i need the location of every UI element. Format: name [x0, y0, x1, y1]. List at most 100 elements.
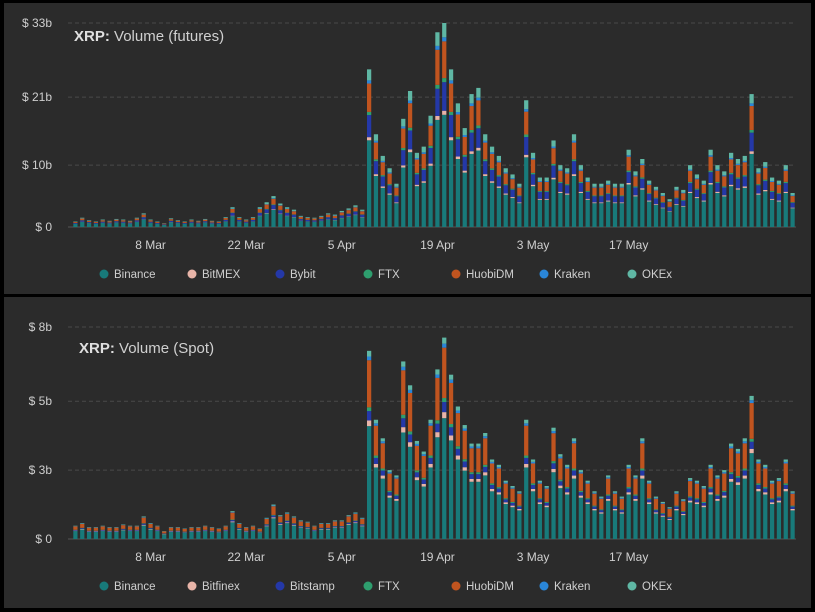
bar-segment-bitstamp[interactable]: [121, 529, 126, 530]
bar-segment-ftx[interactable]: [373, 159, 379, 162]
bar-segment-bitstamp[interactable]: [196, 530, 201, 532]
bar-segment-binance[interactable]: [80, 221, 85, 227]
bar-segment-huobidm[interactable]: [530, 463, 536, 484]
bar-segment-bybit[interactable]: [203, 221, 208, 223]
bar-segment-huobidm[interactable]: [346, 210, 351, 214]
bar-segment-kraken[interactable]: [606, 477, 611, 479]
bar-segment-okex[interactable]: [353, 512, 358, 514]
bar-segment-ftx[interactable]: [585, 498, 590, 500]
bar-segment-binance[interactable]: [606, 500, 611, 539]
bar-segment-kraken[interactable]: [688, 479, 693, 482]
bar-segment-binance[interactable]: [571, 478, 577, 539]
bar-segment-bitstamp[interactable]: [394, 495, 399, 499]
bar-segment-huobidm[interactable]: [517, 493, 522, 506]
bar-segment-binance[interactable]: [517, 510, 522, 539]
bar-segment-bitstamp[interactable]: [271, 515, 276, 518]
bar-segment-huobidm[interactable]: [428, 125, 433, 146]
bar-segment-ftx[interactable]: [769, 190, 775, 192]
bar-segment-huobidm[interactable]: [524, 111, 529, 135]
bar-segment-binance[interactable]: [769, 199, 775, 227]
bar-segment-binance[interactable]: [653, 513, 659, 539]
bar-segment-okex[interactable]: [367, 350, 372, 357]
bar-segment-okex[interactable]: [524, 100, 529, 110]
bar-segment-binance[interactable]: [209, 223, 215, 227]
bar-segment-binance[interactable]: [790, 208, 795, 227]
bar-segment-bybit[interactable]: [769, 191, 775, 199]
bar-segment-binance[interactable]: [722, 497, 727, 539]
bar-segment-bybit[interactable]: [783, 183, 788, 192]
bar-segment-okex[interactable]: [387, 168, 392, 173]
bar-segment-ftx[interactable]: [524, 455, 529, 458]
bar-segment-bitstamp[interactable]: [694, 499, 700, 503]
bar-segment-okex[interactable]: [592, 491, 597, 493]
bar-segment-bitfinex[interactable]: [681, 513, 686, 516]
bar-segment-kraken[interactable]: [783, 169, 788, 171]
bar-segment-binance[interactable]: [681, 206, 686, 227]
bar-segment-okex[interactable]: [674, 186, 679, 190]
bar-segment-okex[interactable]: [749, 395, 754, 401]
bar-segment-ftx[interactable]: [674, 197, 679, 199]
bar-segment-kraken[interactable]: [442, 37, 447, 42]
bar-segment-ftx[interactable]: [749, 129, 754, 133]
bar-segment-bybit[interactable]: [114, 221, 119, 223]
bar-segment-kraken[interactable]: [647, 183, 652, 185]
bar-segment-okex[interactable]: [551, 427, 556, 432]
bar-segment-ftx[interactable]: [688, 496, 693, 498]
bar-segment-okex[interactable]: [80, 217, 85, 219]
bar-segment-ftx[interactable]: [271, 514, 276, 516]
bar-segment-bitfinex[interactable]: [346, 523, 351, 525]
bar-segment-bitmex[interactable]: [503, 193, 508, 195]
bar-segment-kraken[interactable]: [660, 503, 665, 504]
bar-segment-binance[interactable]: [688, 502, 693, 539]
bar-segment-bitstamp[interactable]: [100, 529, 105, 531]
bar-segment-binance[interactable]: [476, 481, 481, 539]
bar-segment-huobidm[interactable]: [544, 488, 549, 502]
bar-segment-okex[interactable]: [763, 464, 768, 468]
bar-segment-bitmex[interactable]: [769, 198, 775, 200]
bar-segment-binance[interactable]: [250, 221, 256, 227]
bar-segment-bybit[interactable]: [530, 174, 536, 185]
bar-segment-binance[interactable]: [776, 201, 782, 228]
bar-segment-ftx[interactable]: [421, 168, 426, 170]
bar-segment-huobidm[interactable]: [742, 443, 747, 469]
bar-segment-binance[interactable]: [619, 203, 624, 227]
bar-segment-binance[interactable]: [537, 199, 542, 227]
bar-segment-binance[interactable]: [346, 524, 351, 539]
bar-segment-bitmex[interactable]: [735, 188, 741, 190]
bar-segment-huobidm[interactable]: [735, 165, 741, 178]
bar-segment-okex[interactable]: [653, 186, 659, 190]
bar-segment-okex[interactable]: [332, 520, 338, 522]
bar-segment-huobidm[interactable]: [681, 193, 686, 200]
bar-segment-ftx[interactable]: [626, 170, 631, 173]
bar-segment-huobidm[interactable]: [394, 187, 399, 196]
bar-segment-huobidm[interactable]: [462, 136, 467, 155]
bar-segment-ftx[interactable]: [592, 195, 597, 197]
bar-segment-okex[interactable]: [606, 475, 611, 478]
bar-segment-huobidm[interactable]: [291, 211, 297, 215]
bar-segment-bitmex[interactable]: [421, 181, 426, 183]
bar-segment-bybit[interactable]: [476, 128, 481, 148]
bar-segment-bitstamp[interactable]: [73, 529, 78, 531]
bar-segment-okex[interactable]: [421, 451, 426, 455]
bar-segment-bitfinex[interactable]: [524, 463, 529, 468]
bar-segment-bitfinex[interactable]: [298, 527, 303, 528]
bar-segment-okex[interactable]: [469, 443, 474, 447]
bar-segment-huobidm[interactable]: [735, 453, 741, 476]
bar-segment-kraken[interactable]: [619, 497, 624, 499]
bar-segment-bitstamp[interactable]: [278, 522, 283, 524]
bar-segment-bitstamp[interactable]: [230, 520, 235, 522]
bar-segment-okex[interactable]: [701, 486, 706, 488]
bar-segment-huobidm[interactable]: [394, 478, 399, 495]
bar-segment-huobidm[interactable]: [592, 187, 597, 196]
bar-segment-binance[interactable]: [483, 475, 488, 539]
bar-segment-okex[interactable]: [735, 448, 741, 452]
bar-segment-binance[interactable]: [107, 223, 112, 227]
bar-segment-binance[interactable]: [155, 223, 160, 227]
bar-segment-bitmex[interactable]: [367, 137, 372, 141]
bar-segment-ftx[interactable]: [394, 494, 399, 496]
bar-segment-huobidm[interactable]: [619, 498, 624, 510]
bar-segment-bitfinex[interactable]: [407, 442, 413, 447]
bar-segment-kraken[interactable]: [667, 508, 672, 509]
bar-segment-okex[interactable]: [578, 165, 583, 170]
bar-segment-bybit[interactable]: [578, 183, 583, 192]
